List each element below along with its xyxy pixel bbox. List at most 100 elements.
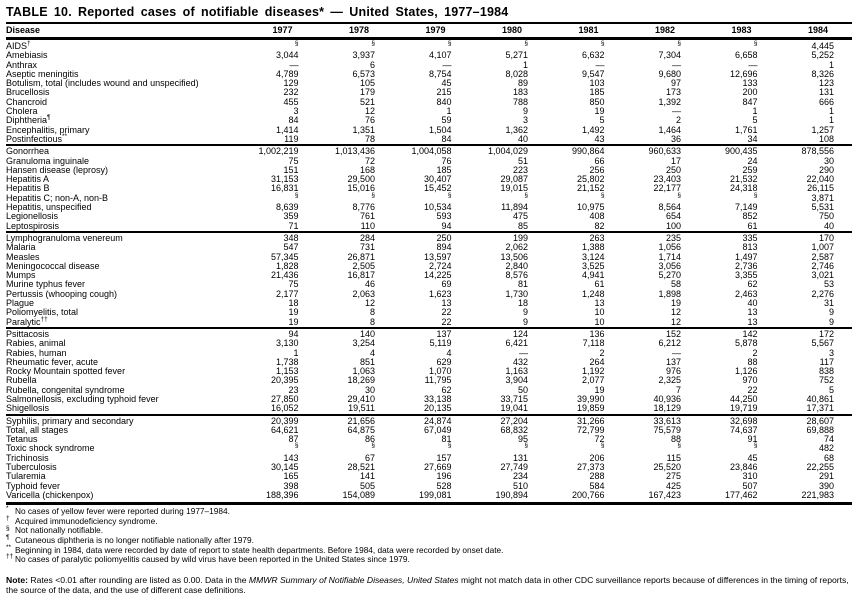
not-notifiable-marker: § bbox=[600, 191, 605, 199]
value-cell: 5,567 bbox=[811, 338, 834, 349]
footnote-aids: † Acquired immunodeficiency syndrome. bbox=[6, 515, 158, 526]
table-row: Mumps 21,436 16,817 14,225 8,576 4,941 5,270 3,… bbox=[6, 270, 852, 281]
value-cell: 8,776 bbox=[352, 202, 375, 213]
table-row: Tularemia 165 141 196 234 288 275 310 291 bbox=[6, 471, 852, 482]
value-cell: 119 bbox=[284, 133, 299, 144]
value-cell: 9 bbox=[522, 307, 528, 318]
value-cell: 2,463 bbox=[734, 288, 758, 299]
disease-name-cell: Tuberculosis bbox=[6, 462, 240, 472]
notifiable-diseases-table: Disease 1977 1978 1979 1980 1981 1982 1983 1984 … bbox=[6, 22, 852, 506]
disease-name-cell: Chancroid bbox=[6, 97, 240, 107]
disease-name-cell: Toxic shock syndrome bbox=[6, 444, 240, 453]
value-cell: 74 bbox=[823, 434, 834, 445]
value-cell: 12 bbox=[364, 106, 375, 117]
value-cell: 68 bbox=[823, 452, 834, 463]
disease-name-cell: Diphtheria¶ bbox=[6, 115, 240, 125]
table-row: Tetanus 87 86 81 95 72 88 91 74 bbox=[6, 434, 852, 445]
value-cell: 95 bbox=[517, 434, 528, 445]
disease-name-cell: Hepatitis, unspecified bbox=[6, 202, 240, 212]
value-cell: 8,028 bbox=[505, 68, 528, 79]
disease-name: Botulism, total (includes wound and unsp… bbox=[6, 78, 199, 89]
value-cell: 3 bbox=[828, 347, 834, 358]
value-cell: 89 bbox=[517, 78, 528, 89]
value-cell: 53 bbox=[823, 279, 834, 290]
value-cell: 5,119 bbox=[429, 338, 452, 349]
value-cell: 20,395 bbox=[270, 375, 299, 386]
disease-name: Rubella, congenital syndrome bbox=[6, 384, 125, 395]
value-cell: 131 bbox=[818, 87, 834, 98]
value-cell: § bbox=[470, 39, 547, 52]
value-cell: 1,464 bbox=[658, 124, 681, 135]
value-cell: 455 bbox=[283, 96, 299, 107]
value-cell: 22 bbox=[441, 307, 452, 318]
value-cell: 752 bbox=[818, 375, 834, 386]
note-text-after: might not match data in other CDC survei… bbox=[6, 574, 849, 596]
note-text-before: Rates <0.01 after rounding are listed as… bbox=[27, 574, 249, 585]
value-cell: 9 bbox=[828, 316, 834, 327]
value-cell: 167,423 bbox=[648, 489, 681, 500]
disease-name-cell: Poliomyelitis, total bbox=[6, 308, 240, 317]
disease-name: Encephalitis, primary bbox=[6, 124, 90, 135]
disease-name: Salmonellosis, excluding typhoid fever bbox=[6, 393, 159, 404]
value-cell: 12 bbox=[670, 316, 681, 327]
table-row: Hepatitis, unspecified 8,639 8,776 10,534 11… bbox=[6, 202, 852, 213]
disease-name: Tetanus bbox=[6, 434, 38, 445]
not-notifiable-marker: § bbox=[524, 40, 528, 47]
disease-name-cell: Aseptic meningitis bbox=[6, 69, 240, 79]
value-cell: 2,746 bbox=[811, 260, 834, 271]
value-cell: 196 bbox=[436, 471, 452, 482]
disease-name: Pertussis (whooping cough) bbox=[6, 288, 118, 299]
value-cell: 141 bbox=[359, 471, 375, 482]
column-header-year: 1978 bbox=[316, 23, 393, 40]
value-cell: 8,326 bbox=[811, 68, 834, 79]
value-cell: 21,436 bbox=[270, 270, 299, 281]
column-header-year: 1980 bbox=[469, 23, 546, 40]
value-cell: 6,573 bbox=[352, 68, 375, 79]
not-notifiable-marker: § bbox=[600, 442, 605, 450]
disease-name: Lymphogranuloma venereum bbox=[6, 232, 123, 243]
value-cell: 24 bbox=[747, 155, 758, 166]
value-cell: 1 bbox=[446, 106, 452, 117]
value-cell: 44,250 bbox=[729, 393, 758, 404]
value-cell: 31,266 bbox=[546, 413, 623, 426]
value-cell: 1,392 bbox=[658, 96, 681, 107]
value-cell: 172 bbox=[775, 326, 852, 340]
value-cell: 3,130 bbox=[275, 338, 299, 349]
value-cell: 263 bbox=[546, 230, 623, 244]
value-cell: 13 bbox=[594, 298, 605, 309]
value-cell: 64,621 bbox=[270, 424, 299, 435]
value-cell: 12 bbox=[670, 307, 681, 318]
value-cell: 21,532 bbox=[729, 174, 758, 185]
column-header-year: 1981 bbox=[546, 23, 623, 40]
value-cell: 593 bbox=[436, 211, 452, 222]
value-cell: — bbox=[519, 347, 528, 358]
value-cell: 1,504 bbox=[428, 124, 452, 135]
value-cell: 1,898 bbox=[658, 288, 681, 299]
value-cell: — bbox=[595, 59, 605, 70]
table-row: Hepatitis B 16,831 15,016 15,452 19,015 21,15… bbox=[6, 184, 852, 194]
value-cell: 1,761 bbox=[734, 124, 758, 135]
value-cell: 59 bbox=[441, 115, 452, 126]
value-cell: 1,004,058 bbox=[393, 144, 470, 157]
value-cell: 1,013,436 bbox=[316, 144, 393, 157]
table-row: Pertussis (whooping cough) 2,177 2,063 1,62… bbox=[6, 288, 852, 299]
value-cell: 970 bbox=[742, 375, 758, 386]
value-cell: 27,204 bbox=[469, 413, 546, 426]
value-cell: 33,613 bbox=[622, 413, 699, 426]
value-cell: 2,840 bbox=[505, 260, 528, 271]
value-cell: 82 bbox=[594, 220, 605, 231]
value-cell: 5,531 bbox=[811, 202, 834, 213]
value-cell: § bbox=[470, 443, 547, 453]
value-cell: 8,754 bbox=[428, 68, 452, 79]
table-row: AIDS† § § § § § § § 4,445 bbox=[6, 39, 852, 52]
disease-name-cell: Tetanus bbox=[6, 435, 240, 444]
value-cell: 750 bbox=[818, 211, 834, 222]
disease-name-cell: Rubella bbox=[6, 376, 240, 385]
value-cell: 43 bbox=[594, 133, 605, 144]
disease-name-cell: Malaria bbox=[6, 243, 240, 252]
value-cell: 123 bbox=[818, 78, 834, 89]
value-cell: 190,894 bbox=[495, 489, 528, 500]
value-cell: 9 bbox=[522, 316, 528, 327]
value-cell: 5 bbox=[599, 115, 605, 126]
